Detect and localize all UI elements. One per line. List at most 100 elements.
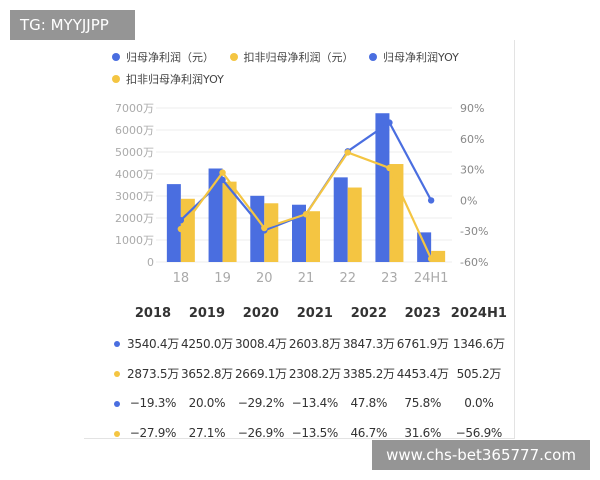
left-tick-label: 0 <box>147 256 154 269</box>
table-cell: 3008.4万 <box>234 336 287 351</box>
table-header: 2020 <box>242 305 279 321</box>
right-tick-label: 30% <box>460 164 484 177</box>
right-tick-label: -30% <box>460 225 488 238</box>
row-marker-dot <box>114 401 120 407</box>
row-marker <box>108 388 126 418</box>
bar-net-profit <box>333 177 348 262</box>
table-cell: 31.6% <box>404 426 442 440</box>
table-header: 2019 <box>188 305 226 321</box>
table-header: 2024H1 <box>450 305 507 321</box>
left-tick-label: 3000万 <box>115 190 154 203</box>
category-label: 24H1 <box>414 271 449 286</box>
table-header: 2022 <box>350 305 387 321</box>
table-cell: 46.7% <box>350 426 388 440</box>
table-cell: 20.0% <box>188 396 226 410</box>
table-cell: −29.2% <box>237 396 285 410</box>
category-label: 21 <box>298 271 315 286</box>
legend-label: 归母净利润（元） <box>126 51 214 64</box>
table-cell: −26.9% <box>237 426 285 440</box>
legend-label: 归母净利润YOY <box>383 51 459 64</box>
right-tick-label: 90% <box>460 102 484 115</box>
chart-card: 归母净利润（元） 扣非归母净利润（元） 归母净利润YOY 扣非归母净利润YOY … <box>84 40 515 440</box>
table-cell: 3847.3万 <box>342 336 395 351</box>
table-cell: 2873.5万 <box>127 366 179 381</box>
category-label: 20 <box>256 271 273 286</box>
table-cell: 3652.8万 <box>180 366 233 381</box>
row-marker <box>108 418 126 448</box>
legend: 归母净利润（元） 扣非归母净利润（元） 归母净利润YOY 扣非归母净利润YOY <box>112 46 512 90</box>
bar-net-profit <box>417 232 432 262</box>
row-marker <box>108 358 126 388</box>
table-cell: 2308.2万 <box>288 366 341 381</box>
point-net-profit-yoy <box>386 119 393 126</box>
category-label: 22 <box>339 271 356 286</box>
point-net-profit-yoy <box>219 176 226 184</box>
table-row: 2873.5万 3652.8万 2669.1万 2308.2万 3385.2万 4453.… <box>108 358 508 388</box>
point-net-profit-yoy <box>427 197 435 204</box>
table-header: 2018 <box>134 305 172 321</box>
left-tick-label: 5000万 <box>115 146 154 159</box>
table-cell: −13.4% <box>291 396 339 410</box>
table-cell: −27.9% <box>129 426 177 440</box>
legend-label: 扣非归母净利润YOY <box>126 73 224 86</box>
legend-dot-yellow <box>112 75 120 83</box>
table-header: 2021 <box>296 305 333 321</box>
table-cell: −13.5% <box>291 426 339 440</box>
table-header-spacer <box>108 298 126 328</box>
table-cell: 2603.8万 <box>288 336 341 351</box>
legend-item-net-profit-yoy: 归母净利润YOY <box>369 46 459 68</box>
combo-chart: 0 1000万 2000万 3000万 4000万 5000万 6000万 7000万 90% 6… <box>115 102 488 286</box>
bar-net-profit <box>166 184 181 262</box>
watermark-top: TG: MYYJJPP <box>10 10 135 40</box>
bar-deducted-net-profit <box>431 250 446 262</box>
category-label: 19 <box>214 271 231 286</box>
table-row: 3540.4万 4250.0万 3008.4万 2603.8万 3847.3万 6761.… <box>108 328 508 358</box>
legend-item-deducted-yoy: 扣非归母净利润YOY <box>112 68 224 90</box>
right-tick-label: 60% <box>460 133 484 146</box>
point-deducted-yoy <box>427 255 435 263</box>
row-marker-dot <box>114 371 120 377</box>
table-row: −19.3% 20.0% −29.2% −13.4% 47.8% 75.8% 0.0% <box>108 388 508 418</box>
table-cell: 0.0% <box>464 396 494 410</box>
row-marker-dot <box>114 341 120 347</box>
point-net-profit-yoy <box>177 217 185 224</box>
table-cell: 6761.9万 <box>396 336 449 351</box>
table-cell: −56.9% <box>455 426 503 440</box>
point-deducted-yoy <box>302 211 310 218</box>
bar-net-profit <box>375 113 390 263</box>
table-cell: 75.8% <box>404 396 442 410</box>
left-tick-label: 6000万 <box>115 124 154 137</box>
bar-deducted-net-profit <box>306 211 320 262</box>
left-tick-label: 7000万 <box>115 102 154 115</box>
point-deducted-yoy <box>261 224 268 232</box>
right-tick-label: 0% <box>460 194 477 207</box>
row-marker-dot <box>114 431 120 437</box>
table-cell: 4453.4万 <box>396 366 449 381</box>
legend-dot-blue <box>112 53 120 61</box>
legend-dot-yellow <box>229 53 238 61</box>
table-cell: 3540.4万 <box>127 336 179 351</box>
point-deducted-yoy <box>386 164 393 172</box>
left-tick-label: 4000万 <box>115 168 154 181</box>
bar-deducted-net-profit <box>389 164 404 262</box>
legend-item-net-profit: 归母净利润（元） <box>112 46 214 68</box>
legend-dot-blue <box>369 53 377 61</box>
category-label: 18 <box>173 271 190 286</box>
watermark-bottom: www.chs-bet365777.com <box>372 440 590 470</box>
bar-deducted-net-profit <box>222 181 237 262</box>
table-cell: 27.1% <box>188 426 226 440</box>
table-cell: 3385.2万 <box>342 366 395 381</box>
left-tick-label: 2000万 <box>115 212 154 225</box>
left-tick-label: 1000万 <box>115 234 154 247</box>
bar-net-profit <box>208 168 223 262</box>
data-table: 2018 2019 2020 2021 2022 2023 2024H1 354… <box>108 298 508 448</box>
point-deducted-yoy <box>219 169 226 176</box>
row-marker <box>108 328 126 358</box>
table-cell: 1346.6万 <box>452 336 505 351</box>
table-header-row: 2018 2019 2020 2021 2022 2023 2024H1 <box>108 298 508 328</box>
table-cell: 47.8% <box>350 396 388 410</box>
point-deducted-yoy <box>177 225 185 233</box>
legend-label: 扣非归母净利润（元） <box>243 51 354 64</box>
table-cell: 505.2万 <box>456 366 502 381</box>
legend-item-deducted-net-profit: 扣非归母净利润（元） <box>229 46 354 68</box>
